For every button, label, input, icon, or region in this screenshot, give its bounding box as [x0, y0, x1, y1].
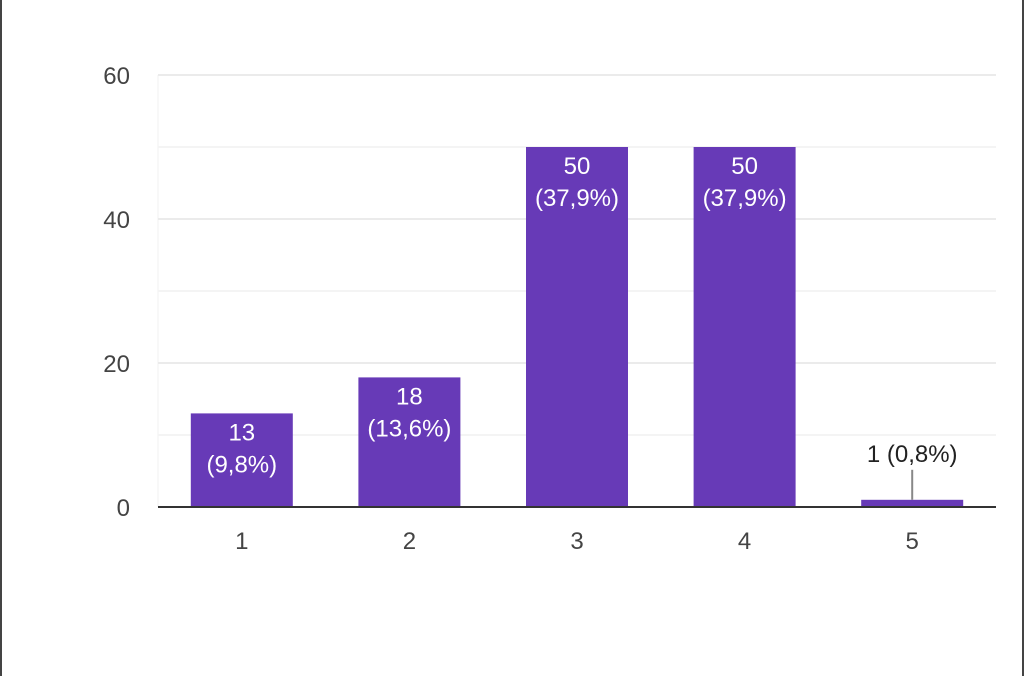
- y-tick-label: 60: [103, 63, 130, 90]
- x-tick-label: 1: [235, 528, 248, 555]
- bar-4: [693, 147, 796, 507]
- x-tick-label: 2: [403, 528, 416, 555]
- x-tick-label: 5: [906, 528, 919, 555]
- x-tick-label: 3: [570, 528, 583, 555]
- y-tick-label: 40: [103, 207, 130, 234]
- bar-1: [190, 413, 293, 507]
- bar-3: [526, 147, 628, 507]
- bar-data-label: (37,9%): [535, 185, 619, 212]
- bar-5: [861, 499, 964, 507]
- bar-data-label: (9,8%): [206, 451, 277, 478]
- bar-data-label: 1 (0,8%): [867, 441, 958, 468]
- y-tick-label: 20: [103, 351, 130, 378]
- bar-data-label: 18: [396, 383, 423, 410]
- x-tick-label: 4: [738, 528, 751, 555]
- bar-data-label: 50: [731, 153, 758, 180]
- bar-data-label: (13,6%): [367, 415, 451, 442]
- y-tick-label: 0: [117, 495, 130, 522]
- bar-data-label: 50: [564, 153, 591, 180]
- bar-data-label: 13: [228, 419, 255, 446]
- bar-data-label: (37,9%): [703, 185, 787, 212]
- bar-2: [358, 377, 461, 507]
